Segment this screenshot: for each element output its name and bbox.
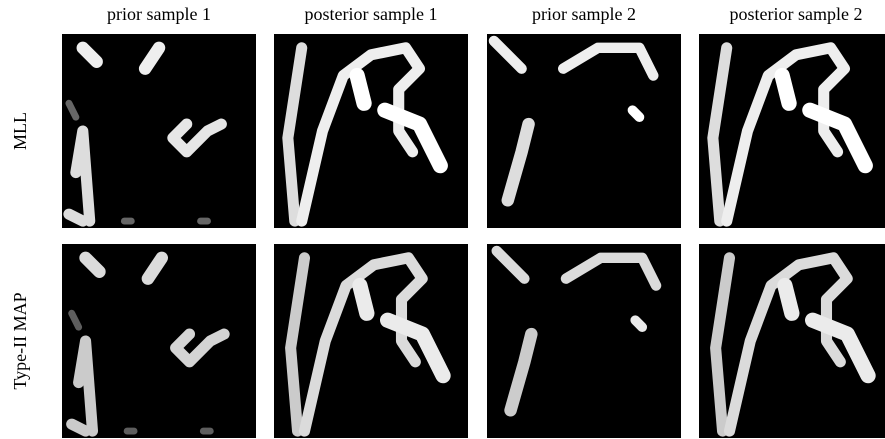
- sample-image: [274, 244, 468, 438]
- sample-image: [487, 34, 681, 228]
- column-title: posterior sample 2: [730, 4, 863, 24]
- row-label: Type-II MAP: [10, 292, 30, 389]
- column-title: prior sample 2: [532, 4, 636, 24]
- column-title: posterior sample 1: [305, 4, 438, 24]
- sample-image: [62, 244, 256, 438]
- sample-image: [274, 34, 468, 228]
- sample-image: [699, 34, 885, 228]
- sample-image: [699, 244, 885, 438]
- sample-image: [487, 244, 681, 438]
- column-title: prior sample 1: [107, 4, 211, 24]
- row-label: MLL: [10, 112, 30, 150]
- sample-image: [62, 34, 256, 228]
- figure: prior sample 1 posterior sample 1 prior sa…: [0, 0, 885, 439]
